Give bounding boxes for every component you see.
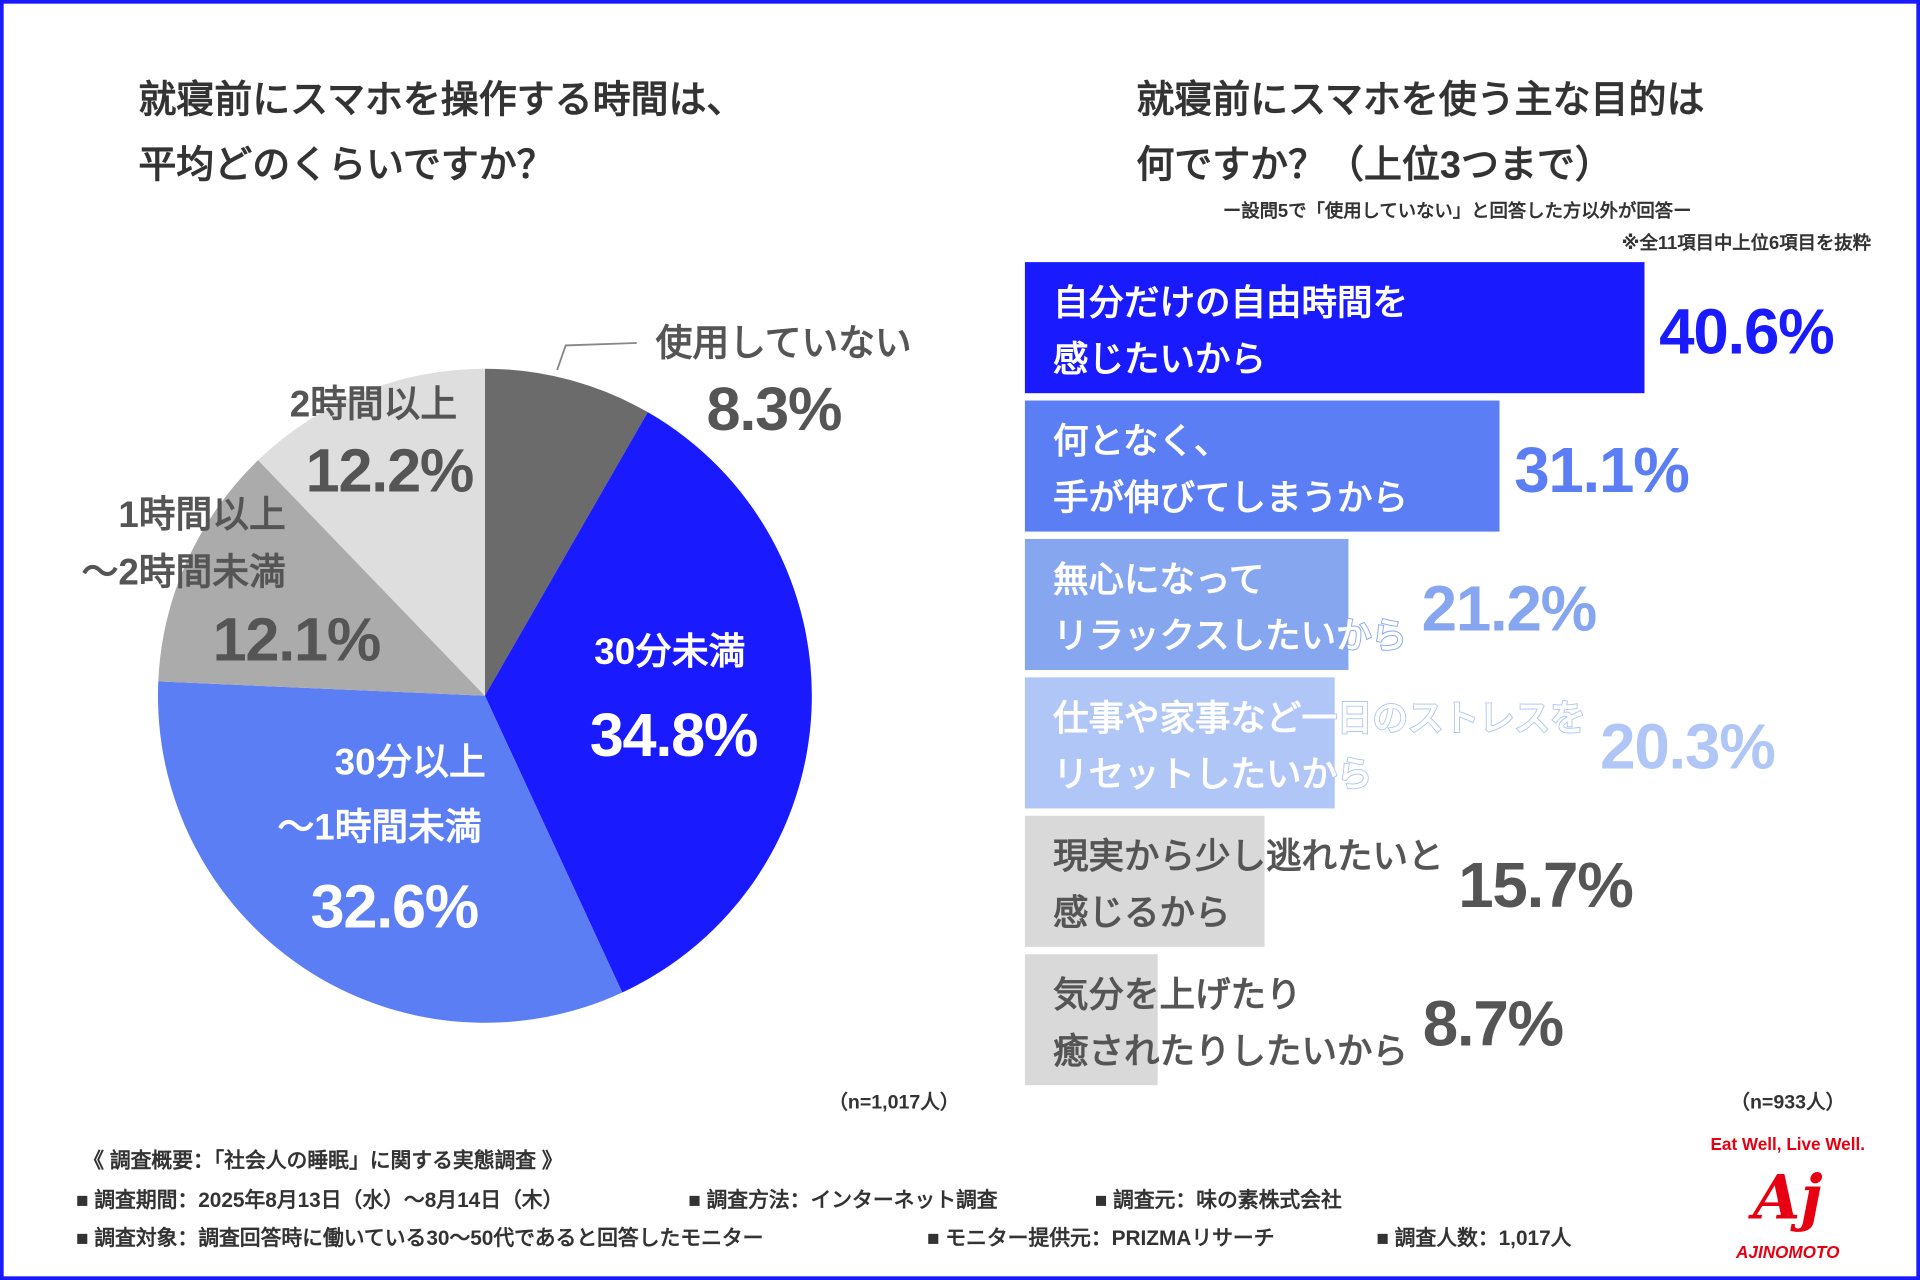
footer-heading: 《 調査概要：「社会人の睡眠」に関する実態調査 》 (83, 1149, 562, 1173)
bar (1024, 677, 1335, 809)
bar (1024, 815, 1265, 947)
bar-label: 気分を上げたり (1053, 975, 1301, 1015)
bar-label: 無心になって (1053, 559, 1264, 599)
footer-item: ■ 調査人数：1,017人 (1376, 1226, 1571, 1250)
bar-label: 手が伸びてしまうから (1053, 477, 1408, 517)
logo-name: AJINOMOTO (1735, 1242, 1840, 1262)
value-label: 8.3% (707, 375, 842, 443)
bar-label: リセットしたいから (1053, 754, 1372, 794)
pie-slice (157, 681, 623, 1023)
slice-label: ～2時間未満 (82, 552, 286, 593)
value-label: 20.3% (1600, 712, 1774, 783)
annotation: ※全11項目中上位6項目を抜粋 (1622, 232, 1872, 253)
value-label: 40.6% (1659, 296, 1833, 367)
bar-label: 感じるから (1053, 893, 1230, 933)
footer-item: ■ 調査対象：調査回答時に働いている30～50代であると回答したモニター (76, 1226, 764, 1250)
pie-slice (258, 368, 485, 696)
bar-label: 現実から少し逃れたいと (1053, 836, 1443, 876)
bar (1024, 538, 1349, 671)
bar-label: 自分だけの自由時間を (1053, 283, 1408, 323)
subtitle: ー設問5で「使用していない」と回答した方以外が回答ー (1223, 200, 1692, 221)
footer-item: ■ 調査方法：インターネット調査 (688, 1188, 998, 1212)
slice-label: ～1時間未満 (278, 806, 482, 847)
footer-item: ■ 調査期間：2025年8月13日（水）～8月14日（木） (76, 1188, 563, 1212)
bar (1024, 954, 1158, 1086)
value-label: 34.8% (590, 701, 757, 769)
bar (1024, 262, 1645, 394)
chart-title: 何ですか？（上位3つまで） (1136, 144, 1612, 186)
bar-label: 何となく、 (1053, 421, 1229, 461)
value-label: 15.7% (1458, 850, 1632, 921)
pie-slice (158, 460, 485, 696)
bar-label: 仕事や家事など一日のストレスを (1053, 698, 1585, 738)
slice-label: 30分未満 (594, 631, 745, 672)
sample-note: （n=1,017人） (828, 1090, 959, 1113)
footer-item: ■ 調査元：味の素株式会社 (1095, 1188, 1342, 1212)
value-label: 12.1% (213, 605, 380, 673)
value-label: 32.6% (311, 872, 478, 940)
logo-mark: Aj (1748, 1162, 1823, 1233)
bar (1024, 400, 1500, 532)
pie-slice (484, 412, 812, 993)
footer-item: ■ モニター提供元：PRIZMAリサーチ (927, 1226, 1275, 1250)
bar-label: リラックスしたいから (1053, 616, 1407, 656)
value-label: 21.2% (1422, 573, 1596, 644)
logo-tagline: Eat Well, Live Well. (1711, 1134, 1865, 1154)
slice-label: 2時間以上 (290, 384, 457, 425)
slice-label: 使用していない (656, 322, 912, 363)
leader-line (556, 342, 637, 371)
chart-title: 平均どのくらいですか？ (138, 144, 554, 186)
chart-title: 就寝前にスマホを使う主な目的は (1136, 78, 1704, 121)
slice-label: 1時間以上 (118, 494, 285, 535)
value-label: 31.1% (1514, 435, 1688, 506)
sample-note: （n=933人） (1730, 1090, 1845, 1113)
value-label: 12.2% (306, 436, 473, 504)
bar-label: 癒されたりしたいから (1053, 1031, 1408, 1071)
value-label: 8.7% (1423, 988, 1563, 1059)
pie-slice (484, 368, 648, 696)
bar-label: 感じたいから (1053, 339, 1266, 379)
slice-label: 30分以上 (335, 741, 486, 782)
chart-title: 就寝前にスマホを操作する時間は、 (138, 78, 744, 121)
